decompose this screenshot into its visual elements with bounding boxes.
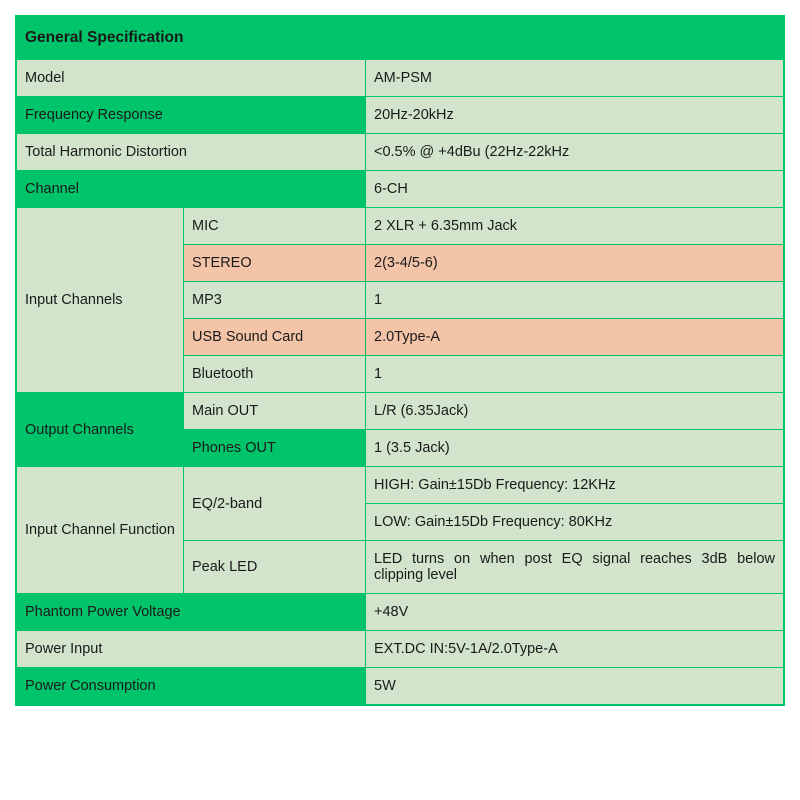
power-input-value: EXT.DC IN:5V-1A/2.0Type-A (366, 631, 785, 668)
row-output-main: Output Channels Main OUT L/R (6.35Jack) (16, 393, 784, 430)
peak-label: Peak LED (184, 541, 366, 594)
phones-out-label: Phones OUT (184, 430, 366, 467)
row-func-eq-high: Input Channel Function EQ/2-band HIGH: G… (16, 467, 784, 504)
power-input-label: Power Input (16, 631, 366, 668)
mic-value: 2 XLR + 6.35mm Jack (366, 208, 785, 245)
eq-low-value: LOW: Gain±15Db Frequency: 80KHz (366, 504, 785, 541)
mic-label: MIC (184, 208, 366, 245)
row-power-input: Power Input EXT.DC IN:5V-1A/2.0Type-A (16, 631, 784, 668)
eq-label: EQ/2-band (184, 467, 366, 541)
row-power-consumption: Power Consumption 5W (16, 668, 784, 706)
usb-label: USB Sound Card (184, 319, 366, 356)
power-consumption-label: Power Consumption (16, 668, 366, 706)
phantom-value: +48V (366, 594, 785, 631)
power-consumption-value: 5W (366, 668, 785, 706)
stereo-value: 2(3-4/5-6) (366, 245, 785, 282)
row-model: Model AM-PSM (16, 60, 784, 97)
usb-value: 2.0Type-A (366, 319, 785, 356)
model-value: AM-PSM (366, 60, 785, 97)
input-channels-label: Input Channels (16, 208, 184, 393)
eq-high-value: HIGH: Gain±15Db Frequency: 12KHz (366, 467, 785, 504)
freq-label: Frequency Response (16, 97, 366, 134)
channel-label: Channel (16, 171, 366, 208)
mp3-value: 1 (366, 282, 785, 319)
main-out-label: Main OUT (184, 393, 366, 430)
thd-label: Total Harmonic Distortion (16, 134, 366, 171)
phones-out-value: 1 (3.5 Jack) (366, 430, 785, 467)
table-header: General Specification (16, 16, 784, 60)
mp3-label: MP3 (184, 282, 366, 319)
thd-value: <0.5% @ +4dBu (22Hz-22kHz (366, 134, 785, 171)
model-label: Model (16, 60, 366, 97)
row-input-mic: Input Channels MIC 2 XLR + 6.35mm Jack (16, 208, 784, 245)
phantom-label: Phantom Power Voltage (16, 594, 366, 631)
output-channels-label: Output Channels (16, 393, 184, 467)
stereo-label: STEREO (184, 245, 366, 282)
row-freq: Frequency Response 20Hz-20kHz (16, 97, 784, 134)
input-function-label: Input Channel Function (16, 467, 184, 594)
freq-value: 20Hz-20kHz (366, 97, 785, 134)
row-phantom: Phantom Power Voltage +48V (16, 594, 784, 631)
header-row: General Specification (16, 16, 784, 60)
spec-table: General Specification Model AM-PSM Frequ… (15, 15, 785, 706)
row-thd: Total Harmonic Distortion <0.5% @ +4dBu … (16, 134, 784, 171)
bluetooth-value: 1 (366, 356, 785, 393)
peak-value: LED turns on when post EQ signal reaches… (366, 541, 785, 594)
row-channel: Channel 6-CH (16, 171, 784, 208)
main-out-value: L/R (6.35Jack) (366, 393, 785, 430)
channel-value: 6-CH (366, 171, 785, 208)
bluetooth-label: Bluetooth (184, 356, 366, 393)
